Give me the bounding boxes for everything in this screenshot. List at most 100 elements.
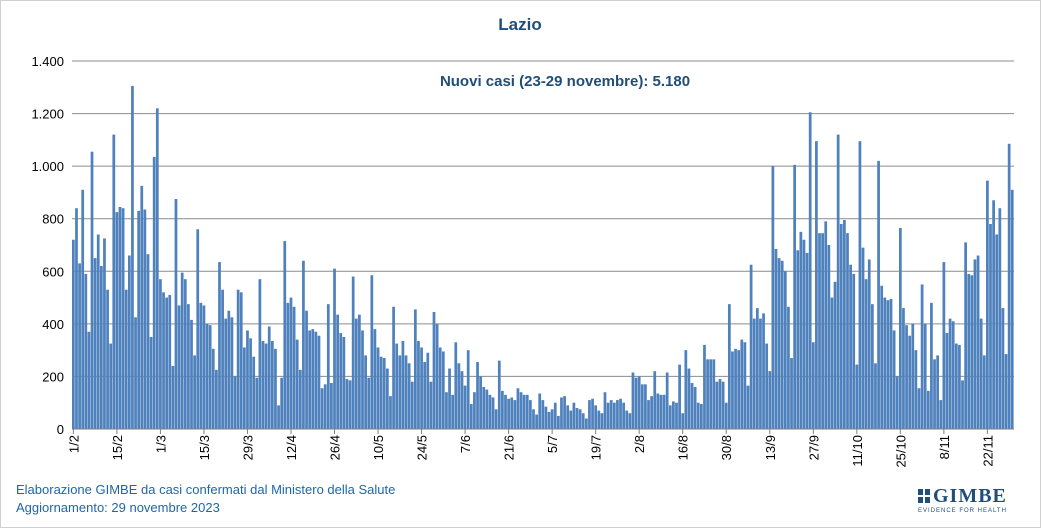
bar <box>755 308 759 429</box>
bar <box>774 248 778 429</box>
bar <box>821 233 824 429</box>
x-tick-label: 13/9 <box>763 435 778 460</box>
bar <box>727 304 731 429</box>
bar <box>734 348 737 429</box>
bar <box>336 314 339 429</box>
bar <box>507 398 510 429</box>
bar <box>703 344 706 429</box>
bar <box>877 160 880 429</box>
bar <box>572 402 576 429</box>
bar <box>793 164 797 429</box>
x-tick-label: 30/8 <box>719 435 734 460</box>
bar <box>846 233 849 429</box>
bar <box>227 310 231 429</box>
bar <box>196 229 200 429</box>
bar <box>597 410 601 429</box>
bar <box>867 259 871 429</box>
bar <box>659 394 663 429</box>
bar <box>892 330 896 429</box>
bar <box>339 333 343 429</box>
bar <box>420 347 423 429</box>
bar <box>824 221 828 429</box>
bar <box>870 304 874 429</box>
bar <box>354 318 358 429</box>
x-tick-label: 1/3 <box>153 435 168 453</box>
bar <box>591 398 594 429</box>
bar <box>718 379 722 429</box>
y-tick-label: 0 <box>57 422 64 437</box>
bar <box>553 402 557 429</box>
x-tick-label: 26/4 <box>328 435 343 460</box>
bar <box>134 317 137 429</box>
bar <box>964 242 967 429</box>
bar <box>476 361 479 429</box>
bar <box>174 199 178 429</box>
bar <box>550 409 554 429</box>
bar <box>606 402 610 429</box>
bar <box>948 318 952 429</box>
bar <box>115 212 119 429</box>
bar <box>454 342 458 429</box>
bar <box>830 297 834 429</box>
bar <box>118 206 122 429</box>
bar <box>305 310 308 429</box>
bar <box>752 318 756 429</box>
chart-title: Lazio <box>498 15 541 34</box>
footer-updated: Aggiornamento: 29 novembre 2023 <box>16 500 220 515</box>
bar <box>861 247 865 429</box>
x-tick-label: 10/5 <box>371 435 386 460</box>
bar <box>979 318 983 429</box>
bar <box>479 376 483 429</box>
bar <box>681 413 685 429</box>
bar <box>538 393 542 429</box>
bar <box>936 355 940 429</box>
bar <box>799 231 803 429</box>
bar <box>382 358 386 429</box>
bar <box>905 325 908 429</box>
bar <box>93 258 97 429</box>
bar <box>395 343 399 429</box>
bar <box>264 343 268 429</box>
bar <box>410 381 414 429</box>
logo-mark-icon <box>918 489 930 503</box>
bar <box>109 343 113 429</box>
bar <box>933 359 936 429</box>
bar <box>224 318 228 429</box>
bar <box>715 381 719 429</box>
bar <box>746 385 750 429</box>
bar <box>171 365 175 429</box>
bar <box>864 279 868 429</box>
bar <box>874 363 877 429</box>
bar <box>802 239 806 429</box>
bar <box>308 330 312 429</box>
bar <box>843 220 846 429</box>
bar <box>211 348 215 429</box>
bar <box>311 329 315 429</box>
logo-name: GIMBE <box>933 485 1007 507</box>
x-tick-label: 24/5 <box>415 435 430 460</box>
bar <box>1004 354 1008 429</box>
bar <box>889 298 893 429</box>
bar <box>274 348 277 429</box>
bar <box>469 404 473 429</box>
bar <box>668 405 672 429</box>
bar <box>202 305 206 429</box>
bar <box>317 335 321 429</box>
bar <box>463 385 467 429</box>
x-tick-label: 12/4 <box>284 435 299 460</box>
bar <box>367 377 371 429</box>
bar <box>146 254 150 429</box>
bar <box>361 330 364 429</box>
bar <box>535 414 538 429</box>
bar <box>541 400 545 429</box>
bar <box>516 388 520 429</box>
bar <box>236 289 240 429</box>
y-axis-ticks: 0 200 400 600 800 1.000 1.200 1.400 <box>31 54 64 437</box>
bar <box>261 340 265 429</box>
bar <box>162 292 165 429</box>
bar <box>771 166 775 429</box>
bar <box>155 108 159 429</box>
bar <box>678 364 681 429</box>
bar <box>81 189 85 429</box>
